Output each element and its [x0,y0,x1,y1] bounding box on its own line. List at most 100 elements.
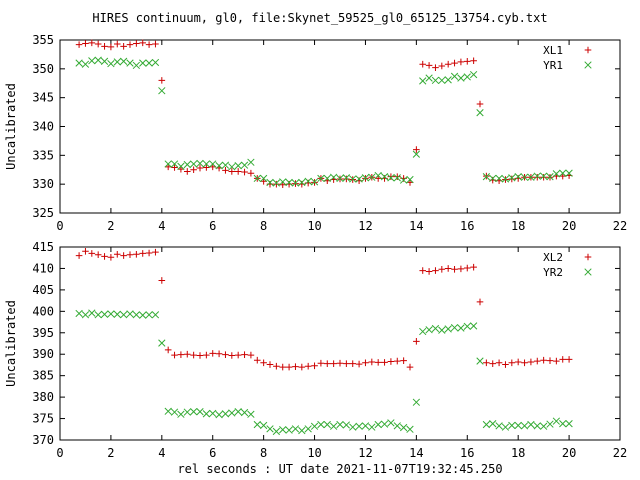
data-point [501,423,510,431]
data-point [107,43,115,51]
x-tick-label: 0 [56,219,63,233]
y-tick-label: 355 [32,33,54,47]
data-point [101,43,108,50]
data-point [533,357,541,365]
data-point [88,57,96,65]
data-point [381,359,388,366]
data-point [132,311,141,319]
data-point [508,175,516,183]
data-point [152,248,159,256]
data-point [406,425,414,433]
data-point [228,163,236,171]
data-point [234,162,242,170]
data-point [476,100,484,108]
data-point [406,363,414,371]
data-point [349,423,357,431]
data-point [177,410,185,418]
data-point [520,173,529,181]
data-point [190,166,197,174]
data-point [438,266,446,273]
data-point [94,311,102,319]
data-point [470,57,477,65]
data-point [310,422,319,430]
data-point [145,311,153,319]
y-tick-label: 380 [32,390,54,404]
data-point [88,39,96,47]
chart-title: HIRES continuum, gl0, file:Skynet_59525_… [92,11,548,25]
data-point [495,422,503,430]
y-axis-label: Uncalibrated [4,300,18,387]
data-point [145,249,153,257]
data-point [247,351,255,359]
data-point [241,351,248,358]
data-point [457,74,465,82]
data-point [279,426,287,434]
y-tick-label: 335 [32,148,54,162]
x-tick-label: 6 [209,446,216,460]
data-point [533,172,541,180]
data-point [139,39,147,47]
data-point [393,174,401,182]
data-point [202,160,211,168]
data-point [132,61,141,70]
data-point [419,327,427,336]
data-point [291,425,300,433]
data-point [253,356,261,364]
data-point [266,178,274,187]
data-point [508,359,516,367]
data-point [75,252,83,259]
data-point [533,422,541,430]
data-point [183,408,191,416]
x-tick-label: 22 [613,446,627,460]
data-point [482,173,491,181]
data-point [323,360,331,367]
series-yr2 [75,309,573,436]
data-point [285,426,293,434]
data-point [393,173,401,180]
data-point [171,164,178,171]
data-point [514,173,522,181]
data-point [260,359,267,367]
legend-marker [584,46,592,54]
data-point [368,173,376,181]
data-point [177,162,185,170]
data-point [119,57,128,65]
data-point [495,359,503,367]
data-point [259,421,268,430]
data-point [469,322,478,330]
data-point [100,310,109,318]
data-point [349,175,357,183]
data-point [189,408,198,416]
data-point [501,175,510,183]
x-tick-label: 4 [158,219,165,233]
data-point [514,421,522,430]
data-point [221,410,230,418]
data-point [413,146,420,153]
data-point [164,407,172,415]
data-point [457,324,465,332]
data-point [565,356,573,363]
data-point [202,410,211,418]
data-point [374,359,382,366]
data-point [120,43,127,50]
data-point [203,164,210,171]
y-tick-label: 330 [32,177,54,191]
data-point [565,169,573,177]
data-point [444,76,452,84]
data-point [266,425,274,433]
data-point [463,58,471,65]
y-tick-label: 345 [32,91,54,105]
data-point [196,159,204,168]
data-point [514,358,522,366]
data-point [209,409,217,418]
x-tick-label: 12 [358,446,372,460]
data-point [228,352,236,359]
x-tick-label: 0 [56,446,63,460]
data-point [190,351,197,359]
y-tick-label: 415 [32,240,54,254]
data-point [559,356,567,363]
data-point [107,253,115,261]
data-point [113,40,121,48]
data-point [527,358,535,366]
